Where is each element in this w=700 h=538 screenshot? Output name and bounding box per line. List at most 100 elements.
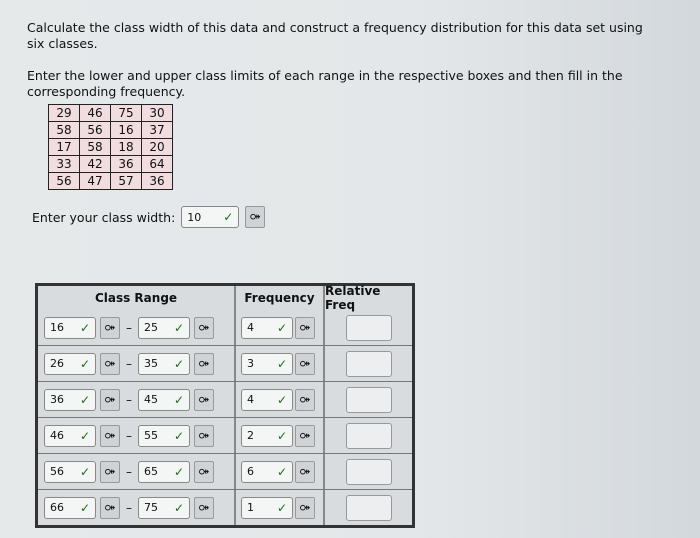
key-icon[interactable]: ⚩: [295, 460, 315, 483]
data-cell: 57: [110, 172, 142, 190]
frequency-cell: 6 ✓ ⚩: [236, 454, 325, 489]
lower-limit-input[interactable]: 26 ✓: [44, 352, 96, 375]
upper-limit-input[interactable]: 75 ✓: [138, 496, 190, 519]
data-cell: 30: [141, 104, 173, 122]
relative-freq-input[interactable]: [345, 350, 392, 377]
relative-freq-cell: [325, 490, 412, 525]
key-icon[interactable]: ⚩: [100, 316, 120, 339]
check-icon: ✓: [173, 392, 184, 407]
lower-limit-input-value: 36: [50, 393, 64, 406]
relative-freq-input[interactable]: [345, 494, 392, 521]
check-icon: ✓: [276, 320, 287, 335]
data-cell: 42: [79, 155, 111, 173]
data-row: 29 46 75 30: [48, 104, 173, 122]
upper-limit-input-value: 75: [144, 501, 158, 514]
data-cell: 36: [110, 155, 142, 173]
check-icon: ✓: [79, 320, 90, 335]
class-row: 36 ✓ ⚩ –45 ✓ ⚩ 4 ✓ ⚩: [38, 381, 412, 417]
lower-limit-input-value: 46: [50, 429, 64, 442]
relative-freq-cell: [325, 454, 412, 489]
key-icon[interactable]: ⚩: [100, 460, 120, 483]
check-icon: ✓: [79, 464, 90, 479]
data-cell: 18: [110, 138, 142, 156]
data-cell: 56: [79, 121, 111, 139]
check-icon: ✓: [79, 392, 90, 407]
relative-freq-input[interactable]: [345, 314, 392, 341]
check-icon: ✓: [173, 356, 184, 371]
key-icon[interactable]: ⚩: [295, 316, 315, 339]
class-row: 66 ✓ ⚩ –75 ✓ ⚩ 1 ✓ ⚩: [38, 489, 412, 525]
key-icon[interactable]: ⚩: [295, 352, 315, 375]
header-relative-freq: Relative Freq: [325, 284, 381, 312]
lower-limit-input[interactable]: 16 ✓: [44, 316, 96, 339]
upper-limit-input[interactable]: 65 ✓: [138, 460, 190, 483]
data-cell: 46: [79, 104, 111, 122]
class-row: 46 ✓ ⚩ –55 ✓ ⚩ 2 ✓ ⚩: [38, 417, 412, 453]
relative-freq-input[interactable]: [345, 422, 392, 449]
class-width-label: Enter your class width:: [32, 209, 176, 225]
key-icon[interactable]: ⚩: [194, 316, 214, 339]
lower-limit-input[interactable]: 46 ✓: [44, 424, 96, 447]
key-icon[interactable]: ⚩: [295, 388, 315, 411]
check-icon: ✓: [276, 464, 287, 479]
check-icon: ✓: [223, 210, 234, 224]
key-icon[interactable]: ⚩: [194, 424, 214, 447]
upper-limit-input[interactable]: 45 ✓: [138, 388, 190, 411]
frequency-input[interactable]: 1 ✓: [241, 496, 293, 519]
frequency-input[interactable]: 3 ✓: [241, 352, 293, 375]
upper-limit-input[interactable]: 55 ✓: [138, 424, 190, 447]
relative-freq-cell: [325, 382, 412, 417]
key-icon[interactable]: ⚩: [194, 388, 214, 411]
class-width-row: Enter your class width: 10 ✓ ⚩: [32, 206, 266, 228]
relative-freq-cell: [325, 418, 412, 453]
class-row: 26 ✓ ⚩ –35 ✓ ⚩ 3 ✓ ⚩: [38, 345, 412, 381]
class-range-cell: 66 ✓ ⚩ –75 ✓ ⚩: [38, 490, 236, 525]
check-icon: ✓: [173, 500, 184, 515]
data-cell: 58: [48, 121, 80, 139]
class-range-cell: 36 ✓ ⚩ –45 ✓ ⚩: [38, 382, 236, 417]
class-range-cell: 56 ✓ ⚩ –65 ✓ ⚩: [38, 454, 236, 489]
class-range-cell: 16 ✓ ⚩ –25 ✓ ⚩: [38, 310, 236, 345]
frequency-cell: 4 ✓ ⚩: [236, 382, 325, 417]
key-icon[interactable]: ⚩: [100, 388, 120, 411]
data-set-table: 29 46 75 30 58 56 16 37 17 58 18 20 33 42 36 64 56 47 57 36: [48, 104, 173, 190]
key-icon[interactable]: ⚩: [194, 496, 214, 519]
frequency-input[interactable]: 2 ✓: [241, 424, 293, 447]
check-icon: ✓: [173, 428, 184, 443]
lower-limit-input[interactable]: 56 ✓: [44, 460, 96, 483]
data-cell: 17: [48, 138, 80, 156]
dash: –: [126, 464, 132, 479]
lower-limit-input[interactable]: 66 ✓: [44, 496, 96, 519]
data-row: 33 42 36 64: [48, 155, 173, 173]
key-icon[interactable]: ⚩: [194, 352, 214, 375]
frequency-input[interactable]: 4 ✓: [241, 316, 293, 339]
key-icon[interactable]: ⚩: [100, 496, 120, 519]
data-cell: 75: [110, 104, 142, 122]
data-cell: 58: [79, 138, 111, 156]
check-icon: ✓: [173, 464, 184, 479]
frequency-input-value: 4: [247, 393, 254, 406]
frequency-input-value: 2: [247, 429, 254, 442]
relative-freq-input[interactable]: [345, 386, 392, 413]
key-icon[interactable]: ⚩: [100, 424, 120, 447]
key-icon[interactable]: ⚩: [245, 206, 266, 228]
key-icon[interactable]: ⚩: [100, 352, 120, 375]
class-row: 56 ✓ ⚩ –65 ✓ ⚩ 6 ✓ ⚩: [38, 453, 412, 489]
relative-freq-input[interactable]: [345, 458, 392, 485]
key-icon[interactable]: ⚩: [295, 496, 315, 519]
lower-limit-input-value: 56: [50, 465, 64, 478]
key-icon[interactable]: ⚩: [194, 460, 214, 483]
lower-limit-input[interactable]: 36 ✓: [44, 388, 96, 411]
class-range-cell: 46 ✓ ⚩ –55 ✓ ⚩: [38, 418, 236, 453]
upper-limit-input[interactable]: 25 ✓: [138, 316, 190, 339]
frequency-input[interactable]: 6 ✓: [241, 460, 293, 483]
upper-limit-input[interactable]: 35 ✓: [138, 352, 190, 375]
key-icon[interactable]: ⚩: [295, 424, 315, 447]
frequency-table: Class Range Frequency Relative Freq 16 ✓ ⚩…: [35, 283, 415, 528]
class-width-input[interactable]: 10 ✓: [181, 206, 240, 228]
data-cell: 64: [141, 155, 173, 173]
dash: –: [126, 428, 132, 443]
check-icon: ✓: [79, 500, 90, 515]
data-cell: 20: [141, 138, 173, 156]
frequency-input[interactable]: 4 ✓: [241, 388, 293, 411]
